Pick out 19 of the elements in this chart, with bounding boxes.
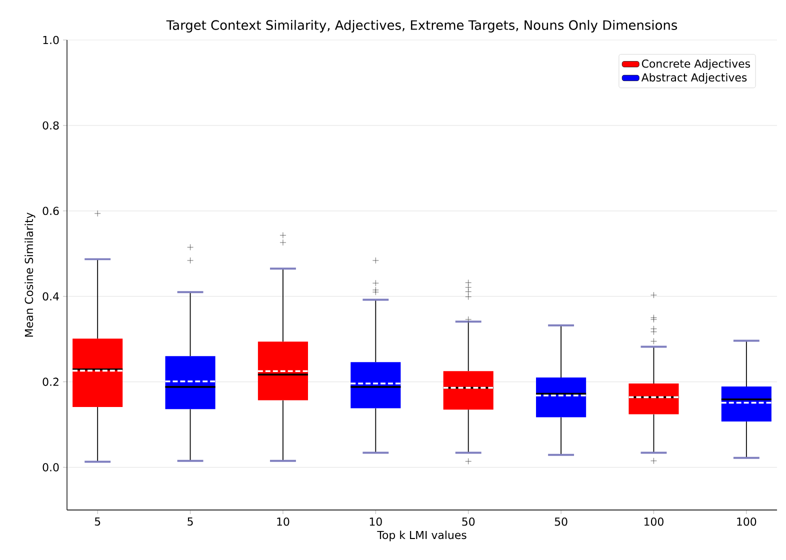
y-tick-label: 0.2 <box>42 378 58 386</box>
y-tick-label: 1.0 <box>43 36 59 44</box>
legend-label: Concrete Adjectives <box>642 59 750 70</box>
x-tick-label: 5 <box>94 518 100 526</box>
x-axis-title: Top k LMI values <box>377 530 466 542</box>
x-tick-label: 50 <box>554 518 568 526</box>
y-tick-label: 0.4 <box>42 292 59 301</box>
x-tick-label: 10 <box>370 518 382 526</box>
y-axis-title: Mean Cosine Similarity <box>24 212 36 337</box>
y-tick-label: 0.6 <box>42 206 59 216</box>
y-tick-label: 0.0 <box>42 463 59 472</box>
chart-title: Target Context Similarity, Adjectives, Extreme Targets, Nouns Only Dimensions <box>166 20 678 32</box>
y-tick-label: 0.8 <box>42 121 59 130</box>
x-tick-label: 10 <box>277 518 290 526</box>
x-tick-label: 5 <box>188 518 193 526</box>
legend-label: Abstract Adjectives <box>641 73 747 84</box>
x-tick-label: 100 <box>737 518 756 526</box>
x-tick-label: 100 <box>644 518 664 526</box>
x-tick-label: 50 <box>462 518 475 526</box>
